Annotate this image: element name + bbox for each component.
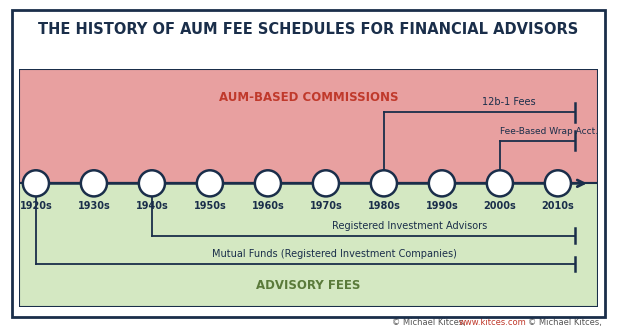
Text: 1980s: 1980s bbox=[368, 201, 400, 211]
Text: ADVISORY FEES: ADVISORY FEES bbox=[256, 279, 361, 292]
Ellipse shape bbox=[197, 170, 223, 196]
Ellipse shape bbox=[487, 170, 513, 196]
Text: Fee-Based Wrap Acct.: Fee-Based Wrap Acct. bbox=[500, 127, 598, 136]
Text: 1990s: 1990s bbox=[426, 201, 458, 211]
Text: 1960s: 1960s bbox=[252, 201, 284, 211]
Text: © Michael Kitces, www.kitces.com: © Michael Kitces, www.kitces.com bbox=[460, 318, 605, 327]
Text: 1930s: 1930s bbox=[78, 201, 110, 211]
Text: 2010s: 2010s bbox=[542, 201, 574, 211]
Ellipse shape bbox=[313, 170, 339, 196]
Text: AUM-BASED COMMISSIONS: AUM-BASED COMMISSIONS bbox=[219, 91, 398, 104]
Text: 12b-1 Fees: 12b-1 Fees bbox=[482, 97, 536, 107]
Ellipse shape bbox=[371, 170, 397, 196]
Bar bbox=[19, 69, 598, 183]
Text: 1940s: 1940s bbox=[136, 201, 168, 211]
Text: THE HISTORY OF AUM FEE SCHEDULES FOR FINANCIAL ADVISORS: THE HISTORY OF AUM FEE SCHEDULES FOR FIN… bbox=[38, 22, 579, 37]
Text: Registered Investment Advisors: Registered Investment Advisors bbox=[333, 221, 487, 231]
Text: 1920s: 1920s bbox=[20, 201, 52, 211]
Text: 1970s: 1970s bbox=[310, 201, 342, 211]
Ellipse shape bbox=[429, 170, 455, 196]
Ellipse shape bbox=[139, 170, 165, 196]
Text: Mutual Funds (Registered Investment Companies): Mutual Funds (Registered Investment Comp… bbox=[212, 249, 457, 259]
Text: 2000s: 2000s bbox=[484, 201, 516, 211]
Ellipse shape bbox=[545, 170, 571, 196]
Bar bbox=[19, 183, 598, 307]
Ellipse shape bbox=[81, 170, 107, 196]
Ellipse shape bbox=[23, 170, 49, 196]
Text: www.kitces.com: www.kitces.com bbox=[458, 318, 526, 327]
Text: © Michael Kitces,: © Michael Kitces, bbox=[528, 318, 605, 327]
Text: 1950s: 1950s bbox=[194, 201, 226, 211]
Ellipse shape bbox=[255, 170, 281, 196]
Text: © Michael Kitces,: © Michael Kitces, bbox=[392, 318, 468, 327]
